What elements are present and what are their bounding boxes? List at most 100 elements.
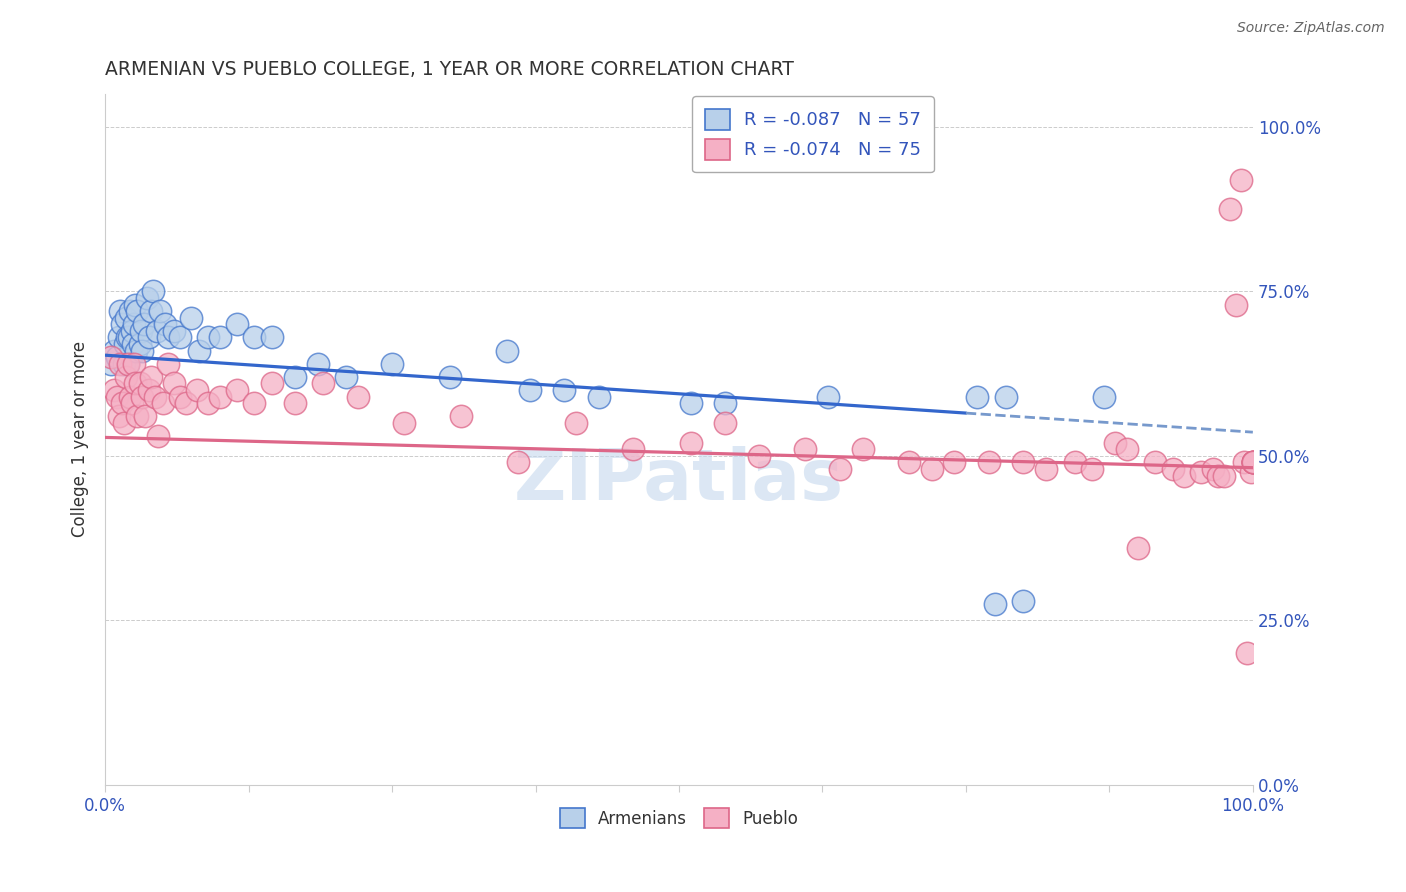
Point <box>1241 455 1264 469</box>
Point <box>128 337 150 351</box>
Point <box>1241 455 1264 469</box>
Point <box>284 396 307 410</box>
Point <box>1081 462 1104 476</box>
Point <box>108 409 131 424</box>
Point <box>108 304 131 318</box>
Point <box>335 370 357 384</box>
Point <box>977 455 1000 469</box>
Point <box>312 376 335 391</box>
Point <box>508 455 530 469</box>
Point <box>117 357 139 371</box>
Point <box>125 343 148 358</box>
Point <box>121 396 143 410</box>
Point <box>714 416 737 430</box>
Point <box>138 330 160 344</box>
Point <box>152 396 174 410</box>
Point <box>553 383 575 397</box>
Text: ARMENIAN VS PUEBLO COLLEGE, 1 YEAR OR MORE CORRELATION CHART: ARMENIAN VS PUEBLO COLLEGE, 1 YEAR OR MO… <box>105 60 794 78</box>
Point <box>138 383 160 397</box>
Legend: R = -0.087   N = 57, R = -0.074   N = 75: R = -0.087 N = 57, R = -0.074 N = 75 <box>692 96 934 172</box>
Point <box>714 396 737 410</box>
Point <box>197 330 219 344</box>
Point <box>496 343 519 358</box>
Point <box>679 435 702 450</box>
Point <box>128 376 150 391</box>
Point <box>995 390 1018 404</box>
Point <box>100 350 122 364</box>
Point <box>108 330 131 344</box>
Point <box>157 330 180 344</box>
Point <box>621 442 644 457</box>
Point <box>139 304 162 318</box>
Point <box>1012 593 1035 607</box>
Y-axis label: College, 1 year or more: College, 1 year or more <box>72 342 89 538</box>
Point <box>1236 646 1258 660</box>
Point <box>1241 455 1264 469</box>
Point <box>105 390 128 404</box>
Point <box>921 462 943 476</box>
Point <box>1035 462 1057 476</box>
Point <box>118 330 141 344</box>
Point <box>121 337 143 351</box>
Point <box>828 462 851 476</box>
Point <box>1230 172 1253 186</box>
Point <box>131 390 153 404</box>
Point <box>1064 455 1087 469</box>
Point <box>127 409 149 424</box>
Point <box>112 416 135 430</box>
Point <box>1239 465 1261 479</box>
Point <box>1208 468 1230 483</box>
Point <box>679 396 702 410</box>
Point <box>346 390 368 404</box>
Point <box>157 357 180 371</box>
Point <box>897 455 920 469</box>
Point <box>108 357 131 371</box>
Point <box>105 350 128 364</box>
Point <box>122 318 145 332</box>
Point <box>100 357 122 371</box>
Point <box>243 396 266 410</box>
Point <box>174 396 197 410</box>
Point <box>146 429 169 443</box>
Point <box>146 324 169 338</box>
Point <box>381 357 404 371</box>
Point <box>115 310 138 325</box>
Point <box>115 370 138 384</box>
Point <box>260 376 283 391</box>
Point <box>112 357 135 371</box>
Point <box>450 409 472 424</box>
Point <box>564 416 586 430</box>
Point <box>153 318 176 332</box>
Point <box>852 442 875 457</box>
Point <box>117 357 139 371</box>
Point <box>392 416 415 430</box>
Point <box>243 330 266 344</box>
Point <box>103 383 125 397</box>
Point <box>124 376 146 391</box>
Point <box>169 390 191 404</box>
Point <box>1241 455 1264 469</box>
Point <box>1233 455 1256 469</box>
Point <box>124 297 146 311</box>
Point <box>226 318 249 332</box>
Point <box>149 304 172 318</box>
Point <box>163 376 186 391</box>
Point <box>943 455 966 469</box>
Point <box>208 330 231 344</box>
Point <box>163 324 186 338</box>
Point <box>439 370 461 384</box>
Point <box>1144 455 1167 469</box>
Point <box>1225 297 1247 311</box>
Point <box>115 330 138 344</box>
Point <box>1173 468 1195 483</box>
Point <box>180 310 202 325</box>
Point <box>519 383 541 397</box>
Point <box>135 291 157 305</box>
Point <box>983 597 1005 611</box>
Point <box>284 370 307 384</box>
Point <box>817 390 839 404</box>
Point <box>186 383 208 397</box>
Point <box>111 396 134 410</box>
Point <box>134 409 156 424</box>
Point <box>1241 455 1264 469</box>
